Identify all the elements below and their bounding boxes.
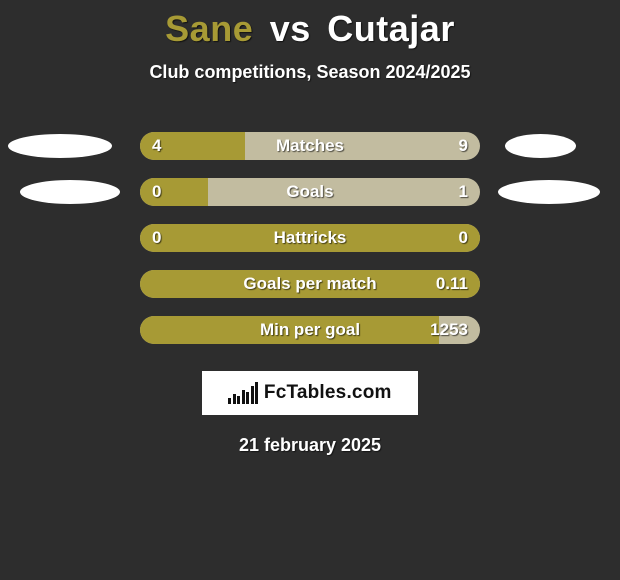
- value-left: 0: [152, 224, 161, 252]
- bar-fill-left: [140, 270, 480, 298]
- value-right: 1: [459, 178, 468, 206]
- title: Sane vs Cutajar: [0, 8, 620, 50]
- metric-row: 49Matches: [0, 121, 620, 167]
- metric-row: 1253Min per goal: [0, 305, 620, 351]
- player-badge-left: [20, 180, 120, 204]
- logo-text: FcTables.com: [264, 382, 392, 404]
- bar-track: [140, 270, 480, 298]
- value-right: 0: [459, 224, 468, 252]
- bar-track: [140, 316, 480, 344]
- player-badge-right: [505, 134, 576, 158]
- subtitle: Club competitions, Season 2024/2025: [0, 62, 620, 83]
- metric-row: 01Goals: [0, 167, 620, 213]
- date: 21 february 2025: [0, 435, 620, 456]
- bar-fill-left: [140, 316, 439, 344]
- player-badge-left: [8, 134, 112, 158]
- bar-track: [140, 132, 480, 160]
- metric-row: 0.11Goals per match: [0, 259, 620, 305]
- player-badge-right: [498, 180, 600, 204]
- value-right: 0.11: [436, 270, 468, 298]
- bars-icon: [228, 382, 260, 404]
- metric-rows: 49Matches01Goals00Hattricks0.11Goals per…: [0, 121, 620, 351]
- bar-track: [140, 178, 480, 206]
- player1-name: Sane: [165, 8, 253, 49]
- bar-track: [140, 224, 480, 252]
- value-right: 1253: [430, 316, 468, 344]
- value-right: 9: [459, 132, 468, 160]
- bar-fill-left: [140, 224, 480, 252]
- value-left: 4: [152, 132, 161, 160]
- vs-text: vs: [270, 8, 311, 49]
- value-left: 0: [152, 178, 161, 206]
- metric-row: 00Hattricks: [0, 213, 620, 259]
- logo-box: FcTables.com: [202, 371, 418, 415]
- comparison-card: Sane vs Cutajar Club competitions, Seaso…: [0, 0, 620, 456]
- player2-name: Cutajar: [327, 8, 455, 49]
- bar-fill-left: [140, 178, 208, 206]
